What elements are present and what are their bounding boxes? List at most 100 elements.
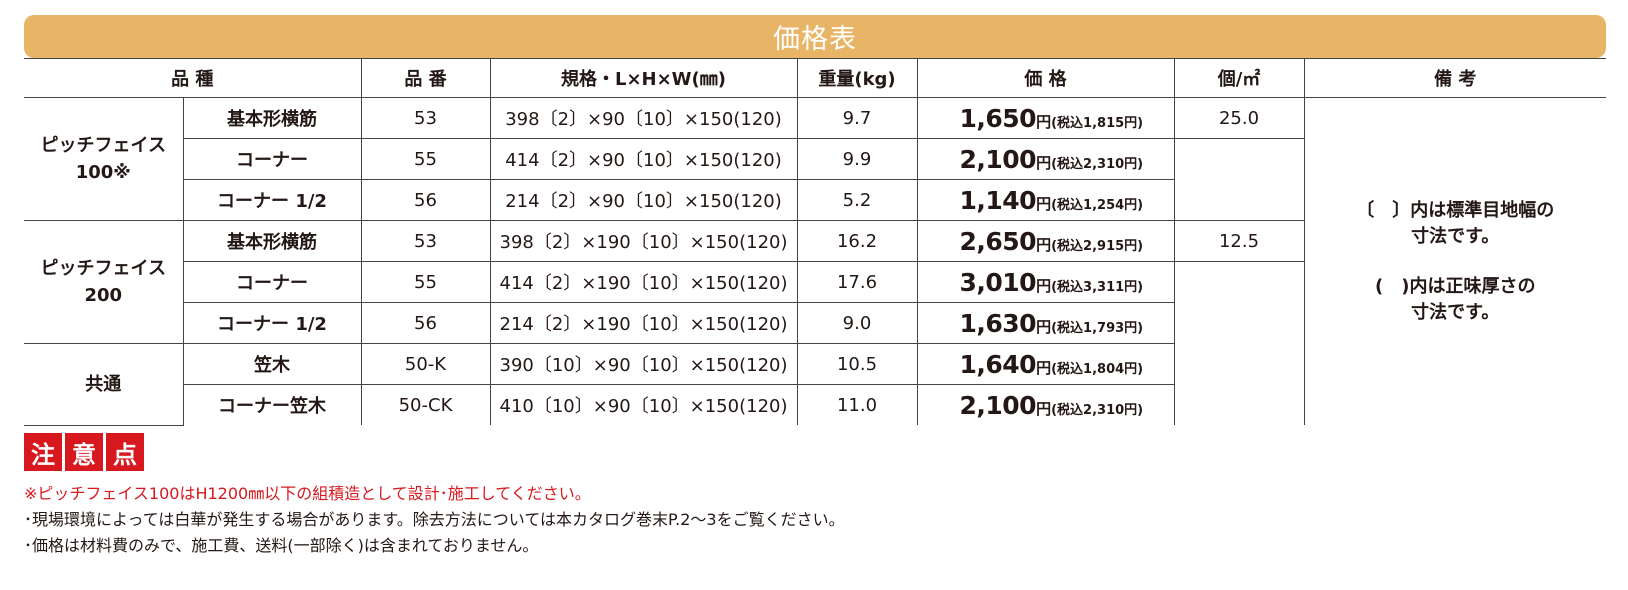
product-code: 53 bbox=[360, 97, 490, 139]
product-name: 基本形横筋 bbox=[182, 97, 361, 139]
remark-joint-width: 〔 〕内は標準目地幅の 寸法です。 bbox=[1356, 199, 1555, 247]
remarks-cell: 〔 〕内は標準目地幅の 寸法です。 ( )内は正味厚さの 寸法です。 bbox=[1303, 97, 1606, 425]
table-header-row: 品 種 品 番 規格・L×H×W(㎜) 重量(kg) 価 格 個/㎡ 備 考 bbox=[24, 58, 1606, 98]
price-table: 品 種 品 番 規格・L×H×W(㎜) 重量(kg) 価 格 個/㎡ 備 考 ピ… bbox=[24, 58, 1606, 426]
table-row: 共通 笠木 50-K 390〔10〕×90〔10〕×150(120) 10.5 … bbox=[24, 343, 1606, 426]
price-unit: 円 bbox=[1036, 194, 1052, 213]
price-unit: 円 bbox=[1036, 112, 1052, 131]
price-unit: 円 bbox=[1036, 235, 1052, 254]
product-size: 414〔2〕×90〔10〕×150(120) bbox=[489, 138, 797, 180]
product-name: コーナー bbox=[182, 138, 361, 180]
table-row: コーナー 1/2 56 214〔2〕×90〔10〕×150(120) 5.2 1… bbox=[24, 179, 1606, 221]
product-name: 笠木 bbox=[182, 343, 361, 385]
price-tax: (税込1,793円) bbox=[1051, 320, 1144, 336]
price-unit: 円 bbox=[1036, 276, 1052, 295]
header-size: 規格・L×H×W(㎜) bbox=[489, 58, 797, 98]
table-row: ピッチフェイス 100※ 基本形横筋 53 398〔2〕×90〔10〕×150(… bbox=[24, 97, 1606, 425]
product-size: 414〔2〕×190〔10〕×150(120) bbox=[489, 261, 797, 303]
product-weight: 11.0 bbox=[796, 384, 917, 425]
product-name: コーナー 1/2 bbox=[182, 179, 361, 221]
product-price: 1,140円(税込1,254円) bbox=[916, 179, 1174, 221]
price-tax: (税込1,254円) bbox=[1051, 197, 1144, 213]
product-code: 55 bbox=[360, 138, 490, 180]
product-weight: 17.6 bbox=[796, 261, 917, 303]
header-price: 価 格 bbox=[916, 58, 1174, 98]
product-weight: 10.5 bbox=[796, 343, 917, 385]
product-weight: 9.7 bbox=[796, 97, 917, 139]
product-name: コーナー 1/2 bbox=[182, 302, 361, 344]
product-code: 56 bbox=[360, 179, 490, 221]
price-unit: 円 bbox=[1036, 399, 1052, 418]
product-code: 55 bbox=[360, 261, 490, 303]
per-sqm-empty bbox=[1173, 138, 1304, 221]
product-size: 398〔2〕×190〔10〕×150(120) bbox=[489, 220, 797, 262]
note-price-scope: ･価格は材料費のみで、施工費、送料(一部除く)は含まれておりません。 bbox=[24, 536, 539, 555]
price-value: 1,650 bbox=[959, 103, 1037, 133]
product-weight: 9.9 bbox=[796, 138, 917, 180]
table-row: コーナー 55 414〔2〕×90〔10〕×150(120) 9.9 2,100… bbox=[24, 138, 1606, 221]
price-tax: (税込1,804円) bbox=[1051, 361, 1144, 377]
price-tax: (税込2,915円) bbox=[1051, 238, 1144, 254]
product-price: 2,650円(税込2,915円) bbox=[916, 220, 1174, 262]
product-size: 214〔2〕×90〔10〕×150(120) bbox=[489, 179, 797, 221]
product-size: 410〔10〕×90〔10〕×150(120) bbox=[489, 384, 797, 425]
product-code: 50-CK bbox=[360, 384, 490, 425]
product-size: 398〔2〕×90〔10〕×150(120) bbox=[489, 97, 797, 139]
caution-char: 点 bbox=[106, 433, 144, 471]
product-price: 2,100円(税込2,310円) bbox=[916, 138, 1174, 180]
group-name: 共通 bbox=[24, 343, 183, 426]
group-name: ピッチフェイス 100※ bbox=[24, 97, 183, 221]
product-name: コーナー bbox=[182, 261, 361, 303]
product-weight: 16.2 bbox=[796, 220, 917, 262]
header-remarks: 備 考 bbox=[1303, 58, 1606, 98]
header-weight: 重量(kg) bbox=[796, 58, 917, 98]
price-value: 2,100 bbox=[959, 144, 1037, 174]
table-row: コーナー笠木 50-CK 410〔10〕×90〔10〕×150(120) 11.… bbox=[24, 384, 1606, 425]
product-code: 53 bbox=[360, 220, 490, 262]
per-sqm: 25.0 bbox=[1173, 97, 1304, 139]
price-tax: (税込1,815円) bbox=[1051, 115, 1144, 131]
product-price: 1,640円(税込1,804円) bbox=[916, 343, 1174, 385]
product-name: 基本形横筋 bbox=[182, 220, 361, 262]
group-name: ピッチフェイス 200 bbox=[24, 220, 183, 344]
price-tax: (税込3,311円) bbox=[1051, 279, 1144, 295]
header-code: 品 番 bbox=[360, 58, 490, 98]
product-price: 1,650円(税込1,815円) bbox=[916, 97, 1174, 139]
caution-badge: 注 意 点 bbox=[24, 433, 144, 471]
notes-list: ※ピッチフェイス100はH1200㎜以下の組積造として設計･施工してください。 … bbox=[24, 481, 845, 559]
header-variety: 品 種 bbox=[24, 58, 361, 98]
price-value: 2,650 bbox=[959, 226, 1037, 256]
product-size: 390〔10〕×90〔10〕×150(120) bbox=[489, 343, 797, 385]
product-weight: 5.2 bbox=[796, 179, 917, 221]
per-sqm-empty bbox=[1173, 261, 1304, 425]
product-code: 50-K bbox=[360, 343, 490, 385]
price-value: 2,100 bbox=[959, 390, 1037, 420]
price-table-title: 価格表 bbox=[24, 15, 1606, 58]
per-sqm: 12.5 bbox=[1173, 220, 1304, 262]
price-unit: 円 bbox=[1036, 358, 1052, 377]
price-unit: 円 bbox=[1036, 153, 1052, 172]
product-name: コーナー笠木 bbox=[182, 384, 361, 425]
remark-net-thickness: ( )内は正味厚さの 寸法です。 bbox=[1375, 275, 1536, 323]
product-code: 56 bbox=[360, 302, 490, 344]
product-price: 1,630円(税込1,793円) bbox=[916, 302, 1174, 344]
note-efflorescence: ･現場環境によっては白華が発生する場合があります。除去方法については本カタログ巻… bbox=[24, 510, 845, 529]
table-row: ピッチフェイス 200 基本形横筋 53 398〔2〕×190〔10〕×150(… bbox=[24, 220, 1606, 344]
price-value: 1,630 bbox=[959, 308, 1037, 338]
product-price: 3,010円(税込3,311円) bbox=[916, 261, 1174, 303]
product-price: 2,100円(税込2,310円) bbox=[916, 384, 1174, 425]
price-value: 1,640 bbox=[959, 349, 1037, 379]
product-weight: 9.0 bbox=[796, 302, 917, 344]
table-row: コーナー 55 414〔2〕×190〔10〕×150(120) 17.6 3,0… bbox=[24, 261, 1606, 425]
price-tax: (税込2,310円) bbox=[1051, 156, 1144, 172]
price-value: 3,010 bbox=[959, 267, 1037, 297]
price-tax: (税込2,310円) bbox=[1051, 402, 1144, 418]
price-value: 1,140 bbox=[959, 185, 1037, 215]
price-unit: 円 bbox=[1036, 317, 1052, 336]
product-size: 214〔2〕×190〔10〕×150(120) bbox=[489, 302, 797, 344]
header-per-sqm: 個/㎡ bbox=[1173, 58, 1304, 98]
note-design-limit: ※ピッチフェイス100はH1200㎜以下の組積造として設計･施工してください。 bbox=[24, 484, 591, 503]
caution-char: 注 bbox=[24, 433, 62, 471]
table-row: コーナー 1/2 56 214〔2〕×190〔10〕×150(120) 9.0 … bbox=[24, 302, 1606, 344]
caution-char: 意 bbox=[65, 433, 103, 471]
